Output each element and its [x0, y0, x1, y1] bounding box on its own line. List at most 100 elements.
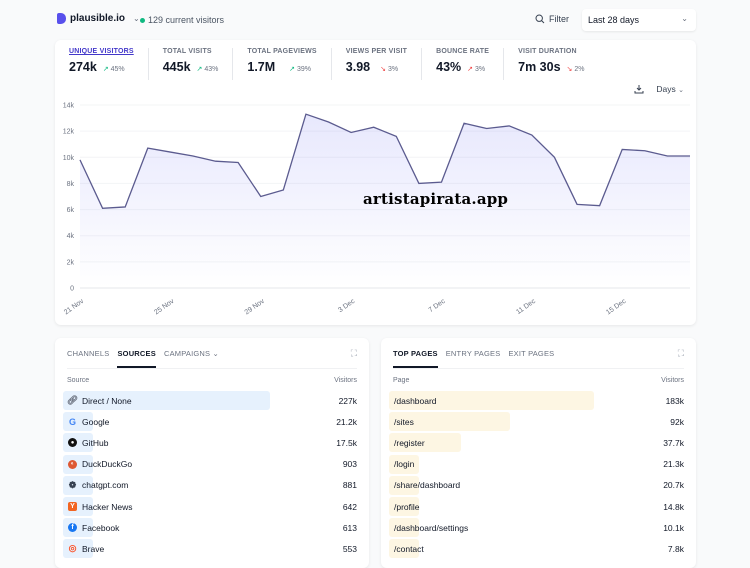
visitors-chart[interactable]: 0 2k 4k 6k 8k 10k 12k 14k 21 Nov 25 Nov 29 Nov 3 De… [55, 40, 696, 325]
item-name-wrap: ◐ DuckDuckGo [63, 459, 132, 469]
item-name: /login [394, 459, 415, 470]
visitor-bar [63, 433, 93, 453]
list-item[interactable]: /register 37.7k [389, 432, 684, 453]
y-tick-label: 8k [67, 181, 75, 188]
list-item[interactable]: Y Hacker News 642 [63, 496, 357, 517]
stat-unique-visitors[interactable]: UNIQUE VISITORS 274k ↗ 45% [55, 48, 149, 80]
divider [393, 368, 684, 369]
tab-channels[interactable]: CHANNELS [67, 349, 110, 358]
list-item[interactable]: /dashboard/settings 10.1k [389, 517, 684, 538]
stat-change: 2% [574, 66, 585, 73]
date-range-label: Last 28 days [588, 15, 640, 25]
graph-tools: Days ⌄ [634, 84, 684, 94]
list-item[interactable]: ● GitHub 17.5k [63, 432, 357, 453]
item-name-wrap: ❁ chatgpt.com [63, 479, 129, 491]
interval-select[interactable]: Days ⌄ [656, 84, 684, 94]
tab-exit-pages[interactable]: EXIT PAGES [508, 349, 555, 358]
stat-visit-duration[interactable]: VISIT DURATION 7m 30s ↘ 2% [504, 48, 598, 80]
y-tick-label: 10k [63, 155, 75, 162]
plausible-logo-icon [57, 13, 66, 24]
list-item[interactable]: ◎ Brave 553 [63, 538, 357, 559]
pages-list: /dashboard 183k /sites 92k /register 37.… [389, 390, 684, 560]
chevron-down-icon: ⌄ [678, 87, 684, 94]
site-switcher[interactable]: plausible.io ⌄ [57, 13, 140, 24]
tab-entry-pages[interactable]: ENTRY PAGES [445, 349, 501, 358]
filter-button[interactable]: Filter [535, 14, 569, 24]
facebook-icon: f [68, 523, 77, 533]
item-visitors: 17.5k [336, 437, 357, 448]
tab-campaigns[interactable]: CAMPAIGNS ⌄ [164, 349, 219, 368]
tab-sources[interactable]: SOURCES [117, 349, 156, 368]
item-name: Brave [82, 543, 105, 554]
arrow-down-icon: ↘ [566, 66, 573, 73]
stat-total-visits[interactable]: TOTAL VISITS 445k ↗ 43% [149, 48, 234, 80]
list-item[interactable]: ❁ chatgpt.com 881 [63, 475, 357, 496]
item-name-wrap: /dashboard/settings [389, 523, 468, 533]
list-item[interactable]: /contact 7.8k [389, 538, 684, 559]
interval-label: Days [656, 84, 676, 94]
list-item[interactable]: /share/dashboard 20.7k [389, 475, 684, 496]
item-name-wrap: ● GitHub [63, 438, 108, 448]
item-visitors: 37.7k [663, 437, 684, 448]
item-visitors: 183k [665, 395, 684, 406]
item-name: /sites [394, 416, 414, 427]
watermark: artistapirata.app [363, 190, 509, 208]
stat-bounce-rate[interactable]: BOUNCE RATE 43% ↗ 3% [422, 48, 505, 80]
item-name: /share/dashboard [394, 480, 461, 491]
stat-change: 3% [474, 66, 486, 73]
item-visitors: 881 [342, 480, 357, 491]
item-name-wrap: /share/dashboard [389, 480, 460, 490]
list-item[interactable]: /dashboard 183k [389, 390, 684, 411]
filter-label: Filter [549, 14, 569, 24]
expand-icon[interactable]: ⛶ [350, 348, 357, 358]
list-item[interactable]: 🔗︎ Direct / None 227k [63, 390, 357, 411]
tab-top-pages[interactable]: TOP PAGES [393, 349, 438, 368]
item-visitors: 613 [342, 522, 357, 533]
list-item[interactable]: f Facebook 613 [63, 517, 357, 538]
list-item[interactable]: /login 21.3k [389, 454, 684, 475]
list-item[interactable]: G Google 21.2k [63, 411, 357, 432]
list-item[interactable]: /sites 92k [389, 411, 684, 432]
pages-tabs: TOP PAGES ENTRY PAGES EXIT PAGES [393, 349, 554, 368]
top-stats: UNIQUE VISITORS 274k ↗ 45% TOTAL VISITS 4… [55, 48, 599, 80]
item-visitors: 553 [342, 543, 357, 554]
expand-icon[interactable]: ⛶ [677, 348, 684, 358]
item-name-wrap: /sites [389, 417, 414, 427]
x-tick-label: 7 Dec [428, 298, 447, 315]
tab-campaigns-label: CAMPAIGNS [163, 349, 211, 358]
table-header: Page Visitors [393, 377, 684, 384]
list-item[interactable]: /profile 14.8k [389, 496, 684, 517]
date-range-select[interactable]: Last 28 days ⌄ [582, 9, 696, 31]
column-page: Page [393, 377, 410, 384]
sources-list: 🔗︎ Direct / None 227k G Google 21.2k ● GitH… [63, 390, 357, 560]
brave-icon: ◎ [68, 543, 77, 554]
chatgpt-icon: ❁ [68, 479, 77, 490]
visitor-bar [389, 496, 419, 516]
item-visitors: 21.3k [663, 459, 684, 470]
visitor-bar [63, 475, 93, 495]
item-name-wrap: /register [389, 438, 425, 448]
stat-label: UNIQUE VISITORS [69, 48, 134, 55]
visitor-bar [63, 391, 270, 410]
item-name: DuckDuckGo [82, 459, 133, 470]
arrow-down-icon: ↘ [380, 66, 386, 73]
item-visitors: 903 [342, 459, 357, 470]
item-name: /register [394, 437, 425, 448]
list-item[interactable]: ◐ DuckDuckGo 903 [63, 454, 357, 475]
duckduckgo-icon: ◐ [68, 459, 77, 469]
visitor-bar [63, 539, 93, 559]
chevron-down-icon: ⌄ [212, 349, 219, 358]
stat-label: TOTAL VISITS [162, 48, 212, 55]
current-visitors-link[interactable]: 129 current visitors [140, 15, 224, 25]
stat-views-per-visit[interactable]: VIEWS PER VISIT 3.98 ↘ 3% [332, 48, 423, 80]
y-tick-label: 6k [67, 207, 75, 214]
download-icon[interactable] [634, 84, 644, 94]
stat-value: 274k [69, 60, 97, 74]
item-name-wrap: Y Hacker News [63, 502, 133, 512]
stat-total-pageviews[interactable]: TOTAL PAGEVIEWS 1.7M ↗ 39% [233, 48, 332, 80]
stat-value: 445k [162, 60, 191, 74]
visitor-bar [389, 412, 510, 432]
stat-label: TOTAL PAGEVIEWS [247, 48, 317, 55]
visitor-bar [389, 475, 419, 495]
chevron-down-icon: ⌄ [133, 14, 140, 23]
